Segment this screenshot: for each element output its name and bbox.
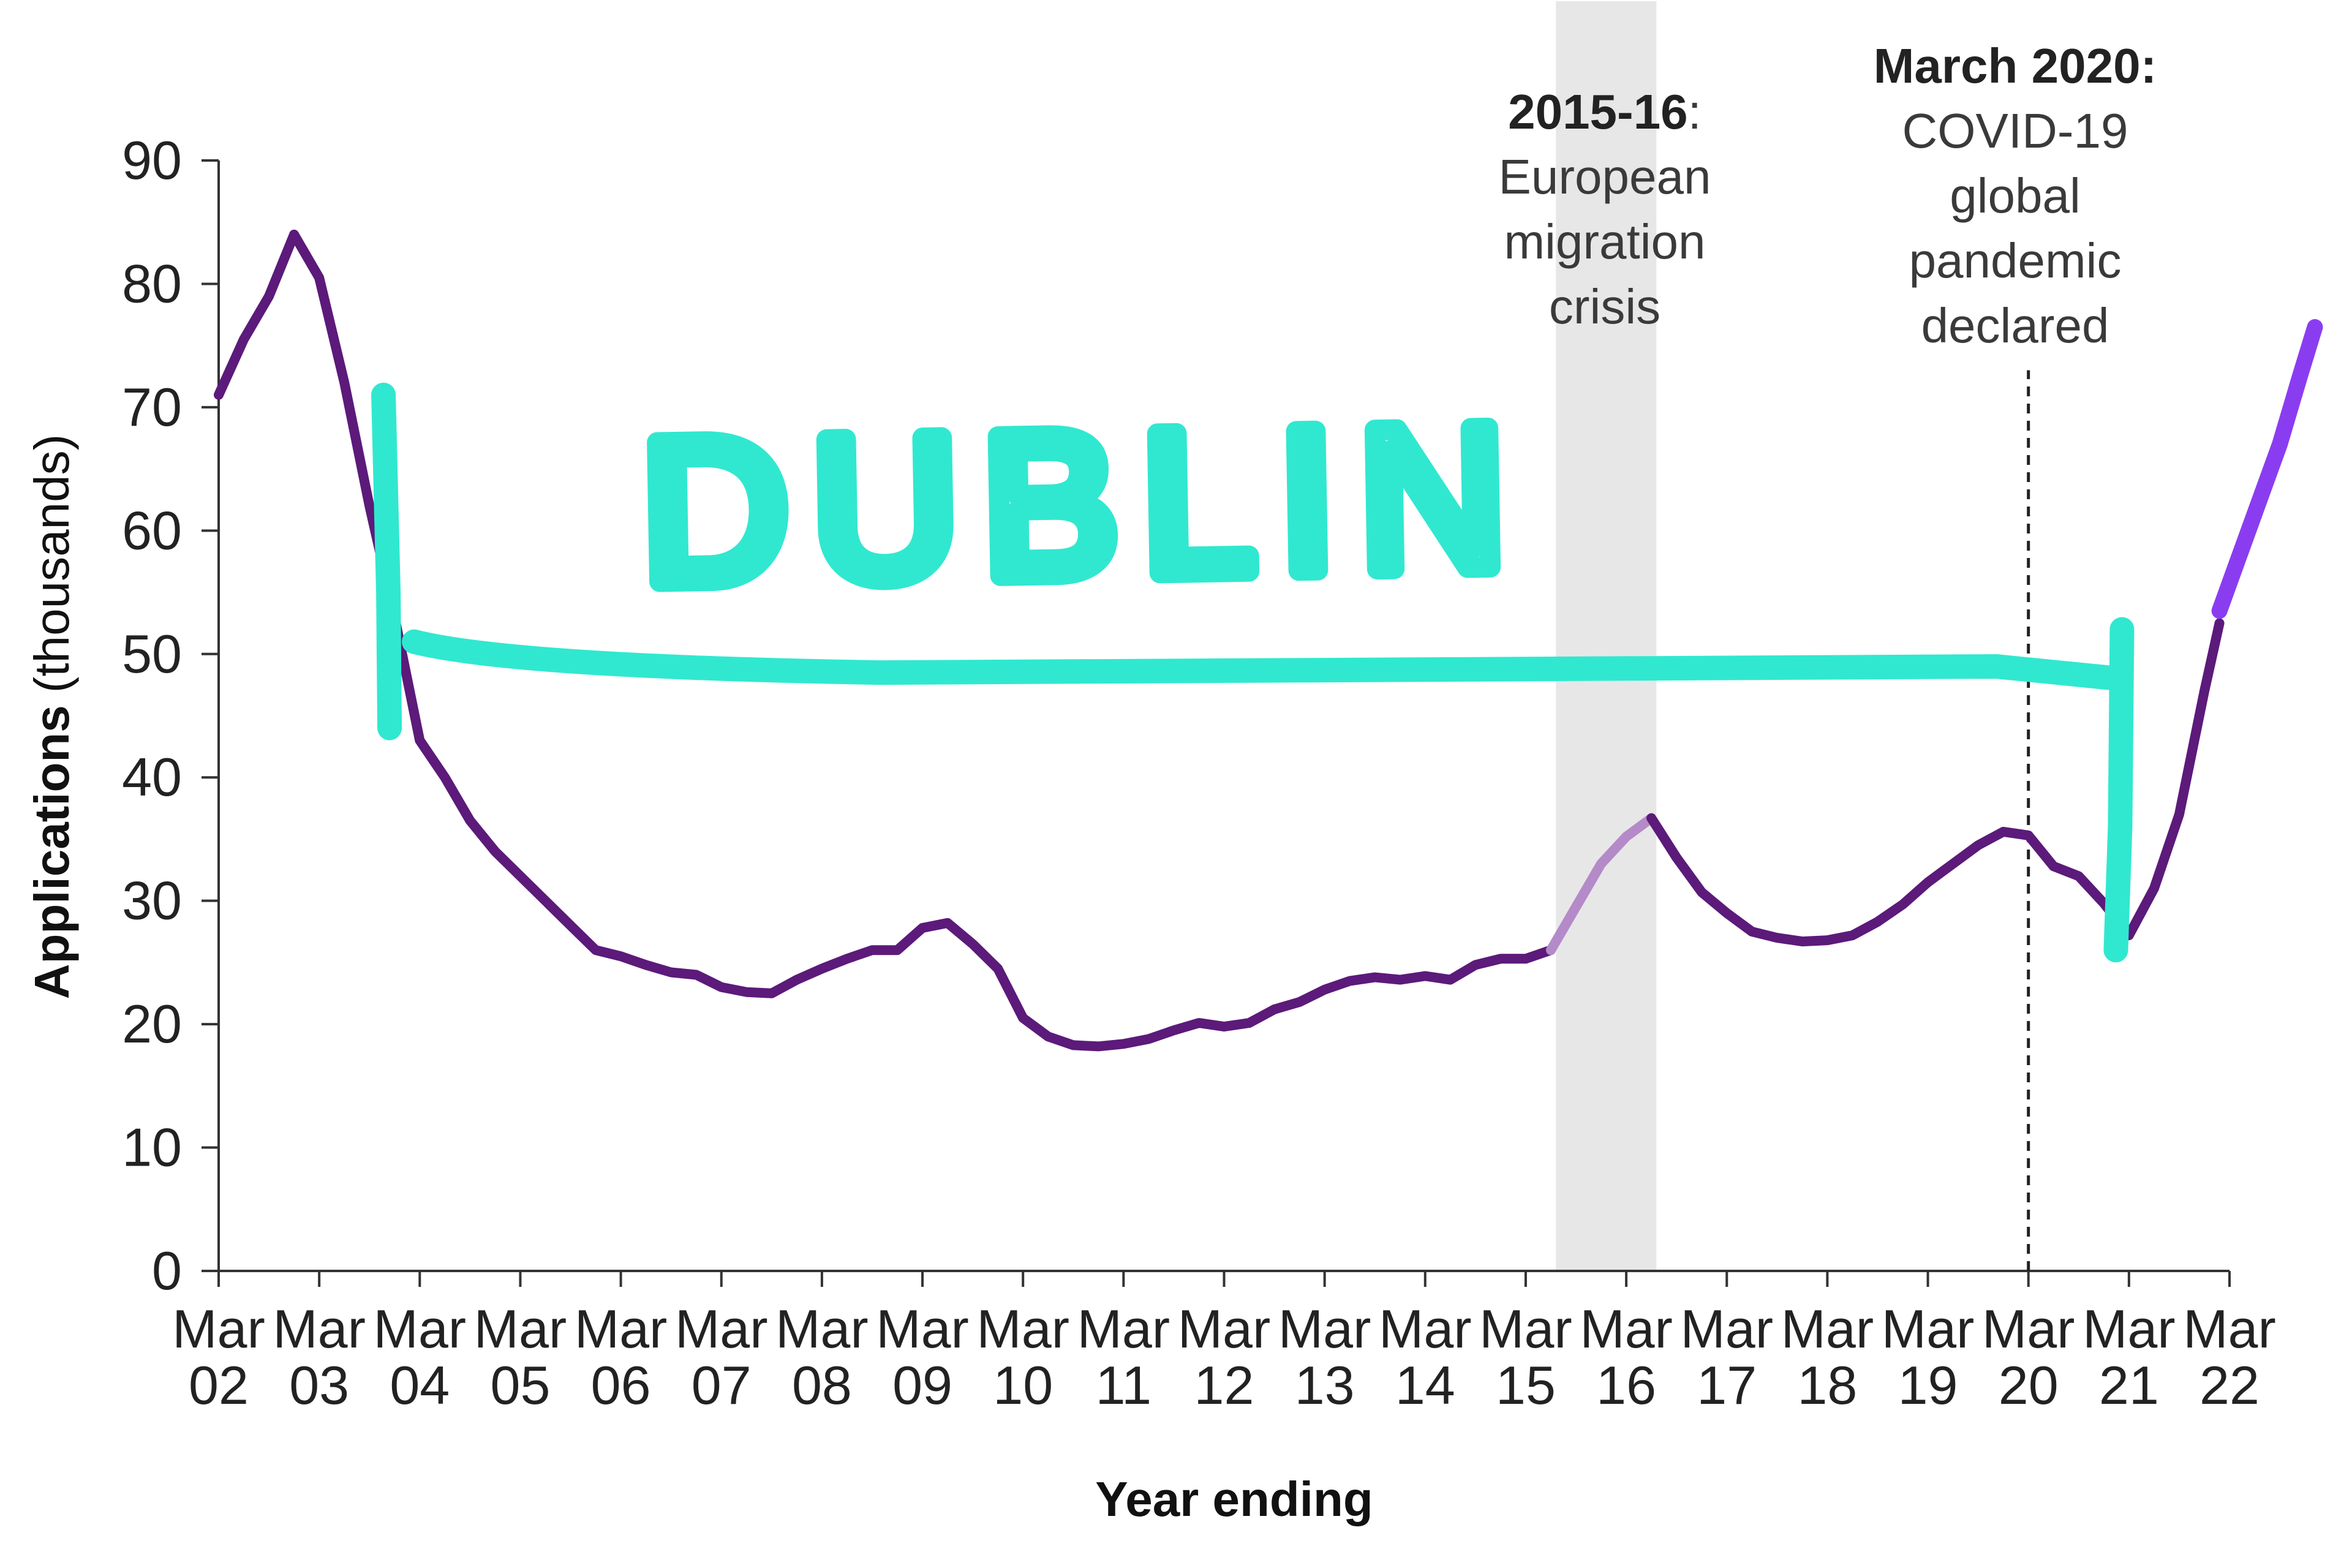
annotation-2: March 2020: COVID-19 global pandemic declare… [1874, 39, 2157, 353]
y-tick-label: 90 [122, 130, 182, 190]
y-axis-title: Applications(thousands) [24, 434, 79, 1000]
series-line-segment-1 [214, 229, 1556, 1052]
x-tick-label: Mar 08 [775, 1298, 869, 1415]
y-tick-label: 60 [122, 500, 182, 560]
x-tick-label: Mar 05 [474, 1298, 567, 1415]
x-tick-label: Mar 07 [675, 1298, 768, 1415]
overlay-layer: DUBLIN [371, 373, 2135, 963]
annotation-1: 2015-16: European migration crisis [1499, 85, 1711, 334]
y-tick-label: 10 [122, 1117, 182, 1178]
series-line-segment-3 [1646, 618, 2225, 947]
x-tick-label: Mar 21 [2082, 1298, 2176, 1415]
y-tick-label: 80 [122, 253, 182, 314]
shaded-band [1556, 1, 1657, 1271]
x-tick-label: Mar 22 [2183, 1298, 2276, 1415]
x-tick-label: Mar 09 [876, 1298, 969, 1415]
x-tick-label: Mar 14 [1379, 1298, 1472, 1415]
x-tick-label: Mar 04 [374, 1298, 467, 1415]
dublin-handwritten-label: DUBLIN [640, 383, 1532, 625]
x-tick-label: Mar 18 [1781, 1298, 1874, 1415]
y-tick-label: 20 [122, 993, 182, 1054]
x-tick-label: Mar 15 [1479, 1298, 1572, 1415]
dublin-bracket-scribble [371, 382, 2135, 963]
y-tick-label: 50 [122, 624, 182, 684]
x-tick-label: Mar 06 [575, 1298, 668, 1415]
x-tick-label: Mar 20 [1982, 1298, 2075, 1415]
y-tick-label: 0 [152, 1240, 182, 1301]
x-axis-title: Year ending [1095, 1472, 1373, 1526]
x-tick-label: Mar 19 [1882, 1298, 1975, 1415]
series-line-segment-2 [1546, 813, 1657, 956]
series-line-segment-4 [2211, 319, 2323, 619]
x-tick-label: Mar 16 [1580, 1298, 1673, 1415]
x-tick-label: Mar 02 [172, 1298, 265, 1415]
x-tick-label: Mar 10 [976, 1298, 1069, 1415]
shaded-band-layer [1556, 1, 1657, 1271]
annotation-layer: 2015-16: European migration crisis March 202… [1499, 39, 2157, 353]
x-tick-label: Mar 03 [273, 1298, 366, 1415]
x-tick-label: Mar 13 [1278, 1298, 1371, 1415]
x-tick-label: Mar 12 [1178, 1298, 1271, 1415]
y-tick-label: 70 [122, 377, 182, 437]
x-tick-label: Mar 17 [1680, 1298, 1773, 1415]
x-tick-label: Mar 11 [1077, 1298, 1170, 1415]
y-tick-label: 30 [122, 870, 182, 931]
series-layer [214, 229, 2323, 1052]
y-tick-label: 40 [122, 747, 182, 807]
